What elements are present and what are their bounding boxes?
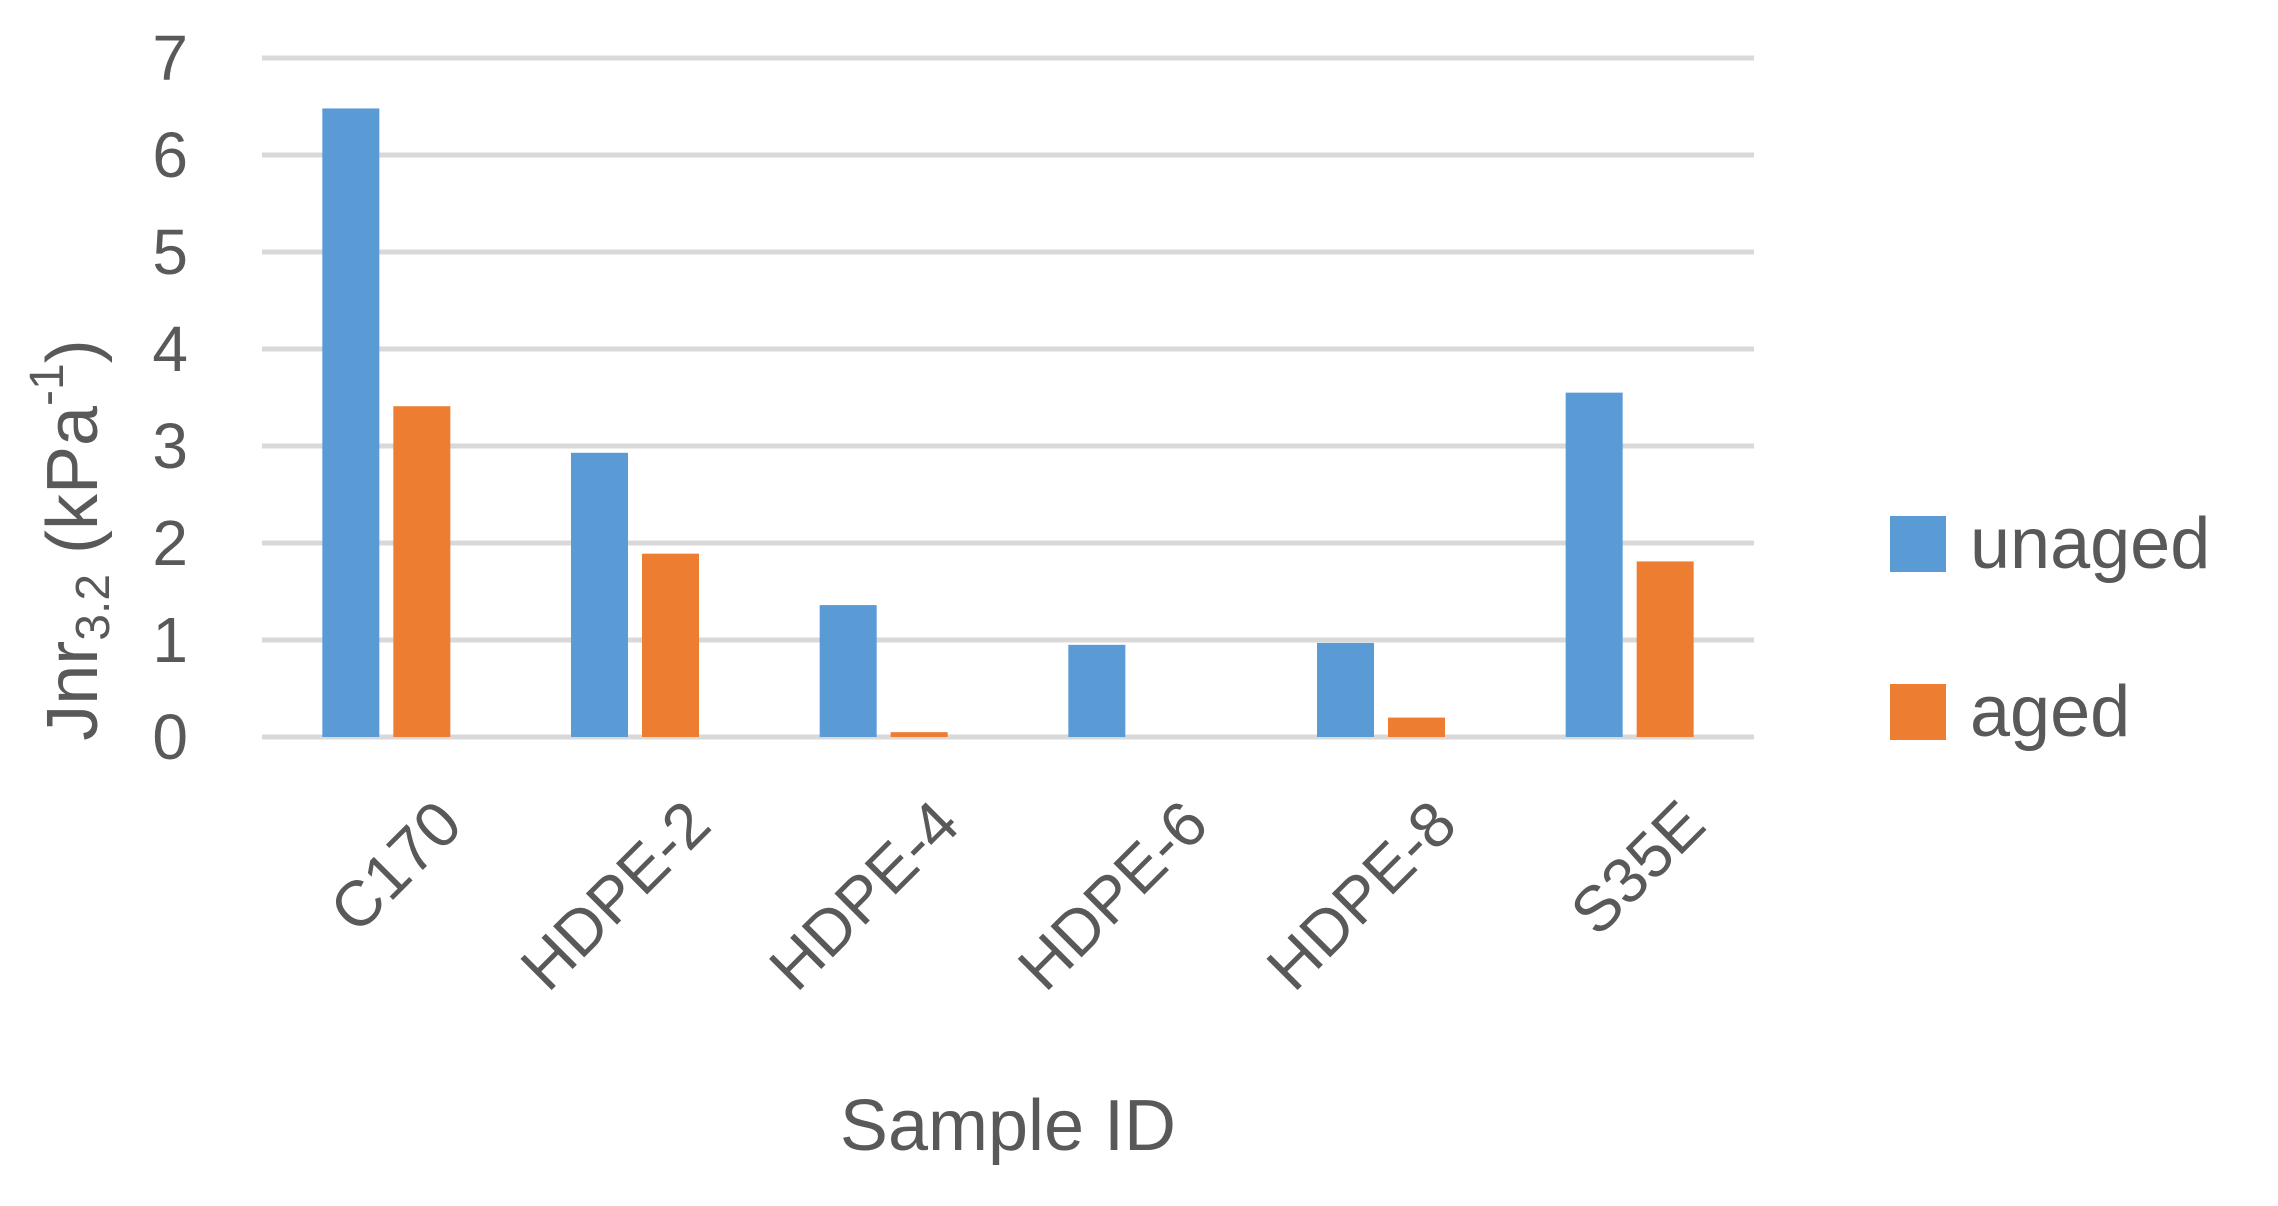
y-axis-title-subscript: 3.2 <box>67 574 120 641</box>
bar-aged-hdpe-2 <box>642 553 699 737</box>
bar-unaged-hdpe-4 <box>819 605 877 737</box>
y-axis-ticks: 0 1 2 3 4 5 6 7 <box>152 22 188 773</box>
legend-swatch-unaged <box>1890 516 1946 572</box>
y-tick-label: 6 <box>152 119 188 191</box>
y-axis-title-unit-close: ) <box>33 339 113 363</box>
bar-unaged-c170 <box>322 108 380 737</box>
bar-aged-hdpe-4 <box>890 732 948 737</box>
x-axis-title: Sample ID <box>840 1086 1176 1166</box>
x-tick-label: HDPE-2 <box>507 787 724 1004</box>
bar-aged-hdpe-8 <box>1388 717 1445 737</box>
legend-swatch-aged <box>1890 684 1946 740</box>
y-axis-title: Jnr3.2 (kPa-1) <box>21 339 120 740</box>
y-tick-label: 2 <box>152 507 188 579</box>
x-axis-ticks: C170 HDPE-2 HDPE-4 HDPE-6 HDPE-8 S35E <box>316 787 1718 1004</box>
y-tick-label: 7 <box>152 22 188 94</box>
x-tick-label: S35E <box>1557 787 1719 949</box>
legend-label-unaged: unaged <box>1970 504 2210 584</box>
bars <box>322 108 1694 737</box>
y-tick-label: 4 <box>152 313 188 385</box>
y-axis-title-main: Jnr <box>33 641 113 741</box>
legend-label-aged: aged <box>1970 672 2130 752</box>
x-tick-label: HDPE-8 <box>1253 787 1470 1004</box>
x-tick-label: C170 <box>316 787 475 946</box>
y-tick-label: 5 <box>152 216 188 288</box>
bar-unaged-hdpe-6 <box>1068 644 1126 737</box>
x-tick-label: HDPE-4 <box>755 787 972 1004</box>
bar-unaged-s35e <box>1565 392 1623 737</box>
y-tick-label: 0 <box>152 701 188 773</box>
y-tick-label: 1 <box>152 604 188 676</box>
y-axis-title-superscript: -1 <box>21 363 74 406</box>
x-tick-label: HDPE-6 <box>1004 787 1221 1004</box>
bar-aged-s35e <box>1636 561 1694 737</box>
bar-unaged-hdpe-2 <box>571 452 628 737</box>
legend: unaged aged <box>1890 504 2210 752</box>
gridlines <box>262 55 1754 740</box>
y-tick-label: 3 <box>152 410 188 482</box>
bar-unaged-hdpe-8 <box>1317 642 1374 737</box>
y-axis-title-unit-open: (kPa <box>33 405 113 574</box>
bar-aged-c170 <box>393 406 451 737</box>
